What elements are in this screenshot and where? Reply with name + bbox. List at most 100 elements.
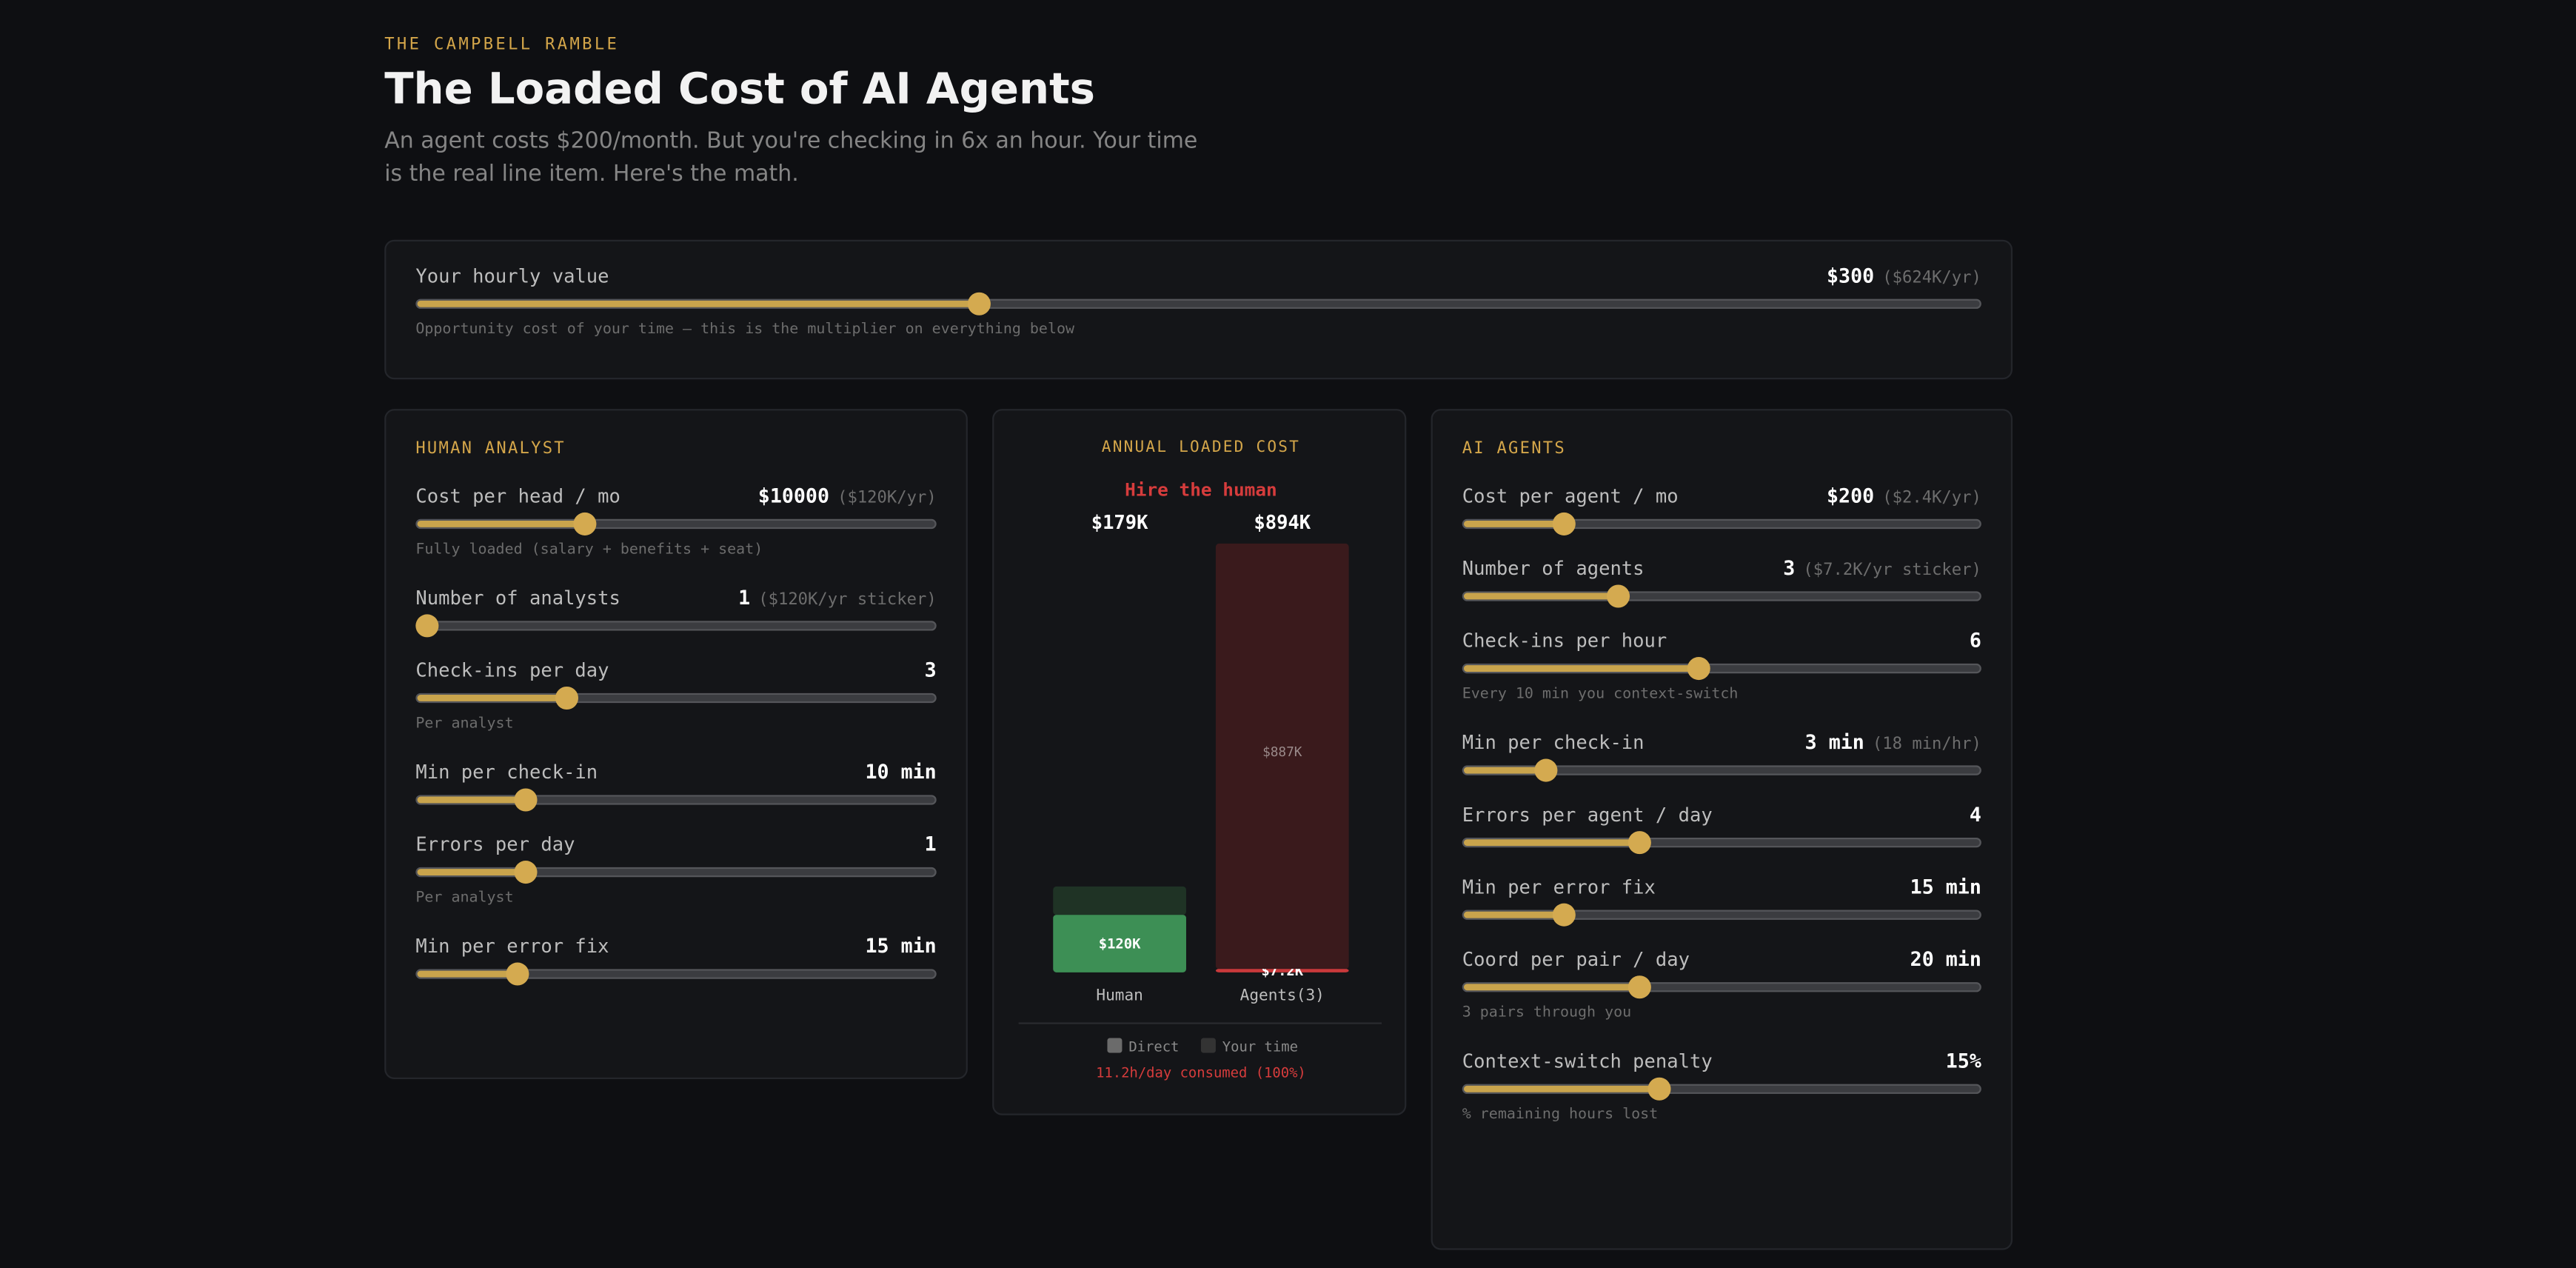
slider-thumb[interactable]	[1687, 657, 1711, 681]
slider-thumb[interactable]	[1627, 975, 1651, 999]
value-extra: ($120K/yr sticker)	[758, 591, 937, 610]
slider-track	[415, 861, 937, 884]
slider-track	[415, 512, 937, 535]
slider-label: Number of agents	[1462, 556, 1645, 580]
slider-header: Number of agents 3 ($7.2K/yr sticker)	[1462, 557, 1981, 583]
slider-track	[415, 292, 1981, 316]
slider-thumb[interactable]	[514, 861, 538, 884]
value-extra: ($120K/yr)	[837, 489, 937, 508]
panel-title: HUMAN ANALYST	[415, 440, 566, 458]
slider-note: Per analyst	[415, 715, 514, 733]
slider-header: Cost per head / mo $10000 ($120K/yr)	[415, 484, 936, 510]
slider-label: Errors per day	[415, 832, 575, 856]
bar-segment	[1053, 915, 1186, 972]
hourly-card: Your hourly value $300 ($624K/yr) Opportuni…	[384, 239, 2013, 380]
value-text: $200	[1827, 484, 1875, 508]
slider-label: Cost per agent / mo	[1462, 484, 1679, 508]
slider-label: Errors per agent / day	[1462, 803, 1713, 827]
bar-segment	[1215, 543, 1349, 970]
slider-value: 15 min	[866, 935, 937, 958]
slider-thumb[interactable]	[1648, 1077, 1672, 1101]
slider-value: 3 ($7.2K/yr sticker)	[1783, 557, 1981, 580]
slider-value: 4	[1970, 803, 1981, 826]
chart-title: ANNUAL LOADED COST	[1102, 437, 1300, 456]
value-extra: ($2.4K/yr)	[1882, 489, 1981, 508]
slider-row: Context-switch penalty 15% % remaining hou…	[1462, 1050, 1981, 1124]
bar-segment	[1215, 969, 1349, 972]
slider-header: Context-switch penalty 15%	[1462, 1050, 1981, 1075]
slider-thumb[interactable]	[514, 788, 538, 812]
value-text: 15 min	[1910, 875, 1981, 899]
slider-value: 15%	[1946, 1050, 1981, 1072]
value-text: 4	[1969, 803, 1981, 827]
slider-thumb[interactable]	[968, 292, 991, 316]
slider-track	[1462, 1077, 1981, 1101]
slider-value: $10000 ($120K/yr)	[758, 484, 937, 507]
slider-thumb[interactable]	[1553, 512, 1576, 535]
verdict: Hire the human	[1125, 479, 1277, 501]
slider-track	[1462, 903, 1981, 927]
slider-fill	[1463, 839, 1639, 847]
title: The Loaded Cost of AI Agents	[384, 65, 1096, 116]
slider-row: Your hourly value $300 ($624K/yr) Opportuni…	[415, 264, 1981, 338]
slider-header: Min per error fix 15 min	[1462, 875, 1981, 901]
value-extra: ($624K/yr)	[1882, 269, 1981, 288]
value-text: 1	[738, 586, 751, 610]
slider-label: Min per check-in	[415, 760, 598, 784]
slider-note: Fully loaded (salary + benefits + seat)	[415, 541, 763, 558]
slider-label: Cost per head / mo	[415, 484, 620, 508]
slider-fill	[417, 796, 526, 804]
slider-row: Errors per agent / day 4	[1462, 803, 1981, 855]
slider-track	[1462, 512, 1981, 535]
slider-row: Cost per head / mo $10000 ($120K/yr) Fully …	[415, 484, 937, 558]
slider-value: 1	[925, 832, 937, 855]
slider-value: 3	[925, 658, 937, 681]
slider-fill	[417, 869, 526, 875]
value-text: 3	[924, 658, 937, 682]
slider-track	[415, 962, 937, 986]
slider-thumb[interactable]	[416, 614, 440, 638]
slider-row: Check-ins per day 3 Per analyst	[415, 658, 937, 733]
chart: ANNUAL LOADED COST Hire the human 11.2h/…	[1018, 437, 1382, 1081]
slider-note: % remaining hours lost	[1462, 1107, 1659, 1124]
slider-row: Coord per pair / day 20 min 3 pairs throug…	[1462, 947, 1981, 1021]
slider-track	[415, 788, 937, 812]
slider-note: Every 10 min you context-switch	[1462, 686, 1739, 704]
slider-thumb[interactable]	[1627, 831, 1651, 855]
segment-label: $887K	[1262, 745, 1302, 760]
total-label: $179K	[1091, 512, 1148, 534]
slider-thumb[interactable]	[574, 512, 598, 535]
value-text: 3	[1783, 556, 1796, 580]
value-text: 10 min	[865, 760, 937, 784]
slider-row: Min per error fix 15 min	[1462, 875, 1981, 927]
value-text: 1	[924, 832, 937, 856]
slider-track	[1462, 584, 1981, 608]
slider-thumb[interactable]	[555, 686, 579, 710]
slider-thumb[interactable]	[1553, 903, 1576, 927]
slider-value: 3 min (18 min/hr)	[1805, 731, 1981, 754]
slider-row: Min per error fix 15 min	[415, 935, 937, 986]
slider-header: Errors per agent / day 4	[1462, 803, 1981, 829]
slider-track	[1462, 657, 1981, 681]
slider-thumb[interactable]	[506, 962, 530, 986]
value-text: 3 min	[1804, 730, 1864, 754]
value-text: 15%	[1945, 1050, 1981, 1073]
slider-track	[1462, 831, 1981, 855]
slider-fill	[1463, 520, 1565, 527]
slider-fill	[417, 970, 518, 978]
agents-card: AI AGENTS Cost per agent / mo $200 ($2.4K/y…	[1431, 409, 2013, 1250]
slider-label: Check-ins per hour	[1462, 629, 1667, 653]
slider-fill	[1463, 767, 1546, 774]
slider-fill	[1463, 984, 1639, 991]
slider-thumb[interactable]	[1533, 758, 1557, 782]
slider-fill	[1463, 665, 1700, 672]
value-text: 20 min	[1910, 947, 1981, 971]
slider-track	[1462, 758, 1981, 782]
slider-note: Per analyst	[415, 890, 514, 907]
slider-label: Min per error fix	[1462, 875, 1656, 899]
value-text: $300	[1827, 264, 1875, 288]
slider-header: Check-ins per day 3	[415, 658, 936, 684]
value-extra: (18 min/hr)	[1872, 735, 1981, 754]
slider-value: 6	[1970, 629, 1981, 652]
slider-thumb[interactable]	[1607, 584, 1630, 608]
